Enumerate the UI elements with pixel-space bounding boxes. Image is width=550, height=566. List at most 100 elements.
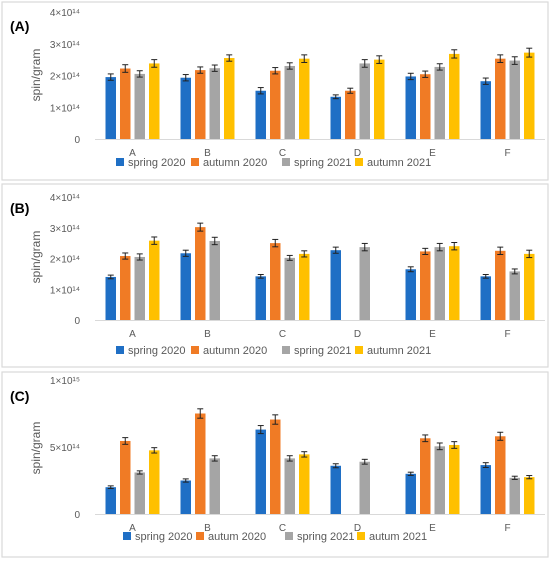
error-bar bbox=[436, 242, 443, 252]
legend-swatch bbox=[285, 532, 293, 540]
error-bar bbox=[526, 47, 533, 58]
error-bar bbox=[436, 63, 443, 71]
x-tick-label: D bbox=[354, 148, 361, 159]
y-tick-label: 0 bbox=[74, 135, 80, 146]
x-tick-label: C bbox=[279, 523, 286, 534]
bar bbox=[509, 271, 520, 320]
x-tick-label: D bbox=[354, 329, 361, 340]
error-bar bbox=[361, 458, 368, 465]
legend-label: spring 2021 bbox=[294, 345, 352, 357]
legend: spring 2020 autumn 2020 spring 2021 autumn … bbox=[116, 157, 431, 169]
error-bar bbox=[226, 54, 233, 62]
error-bar bbox=[286, 62, 293, 70]
legend-label: spring 2021 bbox=[294, 157, 352, 169]
error-bar bbox=[301, 54, 308, 63]
error-bar bbox=[272, 414, 279, 425]
bar bbox=[405, 269, 416, 320]
error-bar bbox=[407, 72, 414, 81]
bar bbox=[495, 58, 506, 139]
bar bbox=[120, 440, 131, 514]
legend: spring 2020 autumn 2020 spring 2021 autumn … bbox=[116, 345, 431, 357]
x-tick-label: B bbox=[204, 329, 211, 340]
bar bbox=[299, 454, 310, 514]
bar bbox=[509, 477, 520, 514]
bar bbox=[224, 58, 235, 139]
y-tick-label: 0 bbox=[74, 510, 80, 521]
bar bbox=[524, 253, 535, 320]
error-bar bbox=[211, 455, 218, 462]
bar bbox=[434, 446, 445, 514]
panel-label: (A) bbox=[10, 18, 29, 34]
error-bar bbox=[122, 64, 129, 73]
error-bar bbox=[107, 73, 114, 81]
error-bar bbox=[497, 246, 504, 256]
error-bar bbox=[526, 249, 533, 259]
bar bbox=[480, 465, 491, 514]
bar bbox=[195, 227, 206, 320]
bar bbox=[299, 58, 310, 139]
legend-swatch bbox=[357, 532, 365, 540]
bar bbox=[449, 53, 460, 139]
error-bar bbox=[332, 246, 339, 254]
legend-swatch bbox=[123, 532, 131, 540]
bar bbox=[105, 487, 116, 514]
error-bar bbox=[301, 250, 308, 258]
bar bbox=[255, 90, 266, 139]
error-bar bbox=[526, 475, 533, 480]
bar bbox=[195, 413, 206, 514]
x-tick-label: F bbox=[504, 148, 510, 159]
bar bbox=[405, 76, 416, 139]
bar bbox=[255, 429, 266, 514]
error-bar bbox=[511, 56, 518, 65]
bar bbox=[480, 81, 491, 139]
error-bar bbox=[497, 54, 504, 63]
error-bar bbox=[107, 274, 114, 280]
bar bbox=[105, 77, 116, 139]
legend: spring 2020 autum 2020 spring 2021 autum 20… bbox=[123, 531, 427, 543]
x-tick-label: F bbox=[504, 523, 510, 534]
y-axis-label: spin/gram bbox=[29, 231, 43, 284]
bar bbox=[449, 246, 460, 320]
bar bbox=[195, 70, 206, 139]
legend-label: autum 2020 bbox=[208, 531, 266, 543]
y-tick-label: 3×10¹⁴ bbox=[50, 40, 80, 51]
bar bbox=[149, 240, 160, 320]
panel-label: (C) bbox=[10, 388, 29, 404]
error-bar bbox=[347, 87, 354, 94]
error-bar bbox=[136, 470, 143, 475]
x-tick-label: C bbox=[279, 148, 286, 159]
bar bbox=[359, 461, 370, 514]
error-bar bbox=[257, 273, 264, 279]
y-tick-label: 5×10¹⁴ bbox=[50, 443, 80, 454]
bar bbox=[149, 63, 160, 140]
error-bar bbox=[151, 236, 158, 245]
y-tick-label: 4×10¹⁴ bbox=[50, 193, 80, 204]
error-bar bbox=[361, 242, 368, 252]
legend-label: autumn 2021 bbox=[367, 345, 431, 357]
bar bbox=[374, 59, 385, 139]
error-bar bbox=[197, 66, 204, 74]
y-tick-label: 0 bbox=[74, 316, 80, 327]
error-bar bbox=[451, 49, 458, 59]
bar bbox=[134, 472, 145, 514]
error-bar bbox=[422, 434, 429, 443]
y-tick-label: 2×10¹⁴ bbox=[50, 72, 80, 83]
x-tick-label: A bbox=[129, 148, 136, 159]
bar bbox=[345, 90, 356, 139]
y-axis-label: spin/gram bbox=[29, 422, 43, 475]
bar bbox=[105, 276, 116, 320]
bar bbox=[359, 247, 370, 320]
error-bar bbox=[272, 67, 279, 75]
error-bar bbox=[182, 478, 189, 483]
x-tick-label: F bbox=[504, 329, 510, 340]
error-bar bbox=[511, 268, 518, 275]
y-tick-label: 1×10¹⁴ bbox=[50, 103, 80, 114]
bar bbox=[284, 458, 295, 514]
legend-label: autum 2021 bbox=[369, 531, 427, 543]
bar bbox=[330, 96, 341, 139]
x-tick-label: C bbox=[279, 329, 286, 340]
error-bar bbox=[361, 59, 368, 68]
bar bbox=[120, 68, 131, 139]
